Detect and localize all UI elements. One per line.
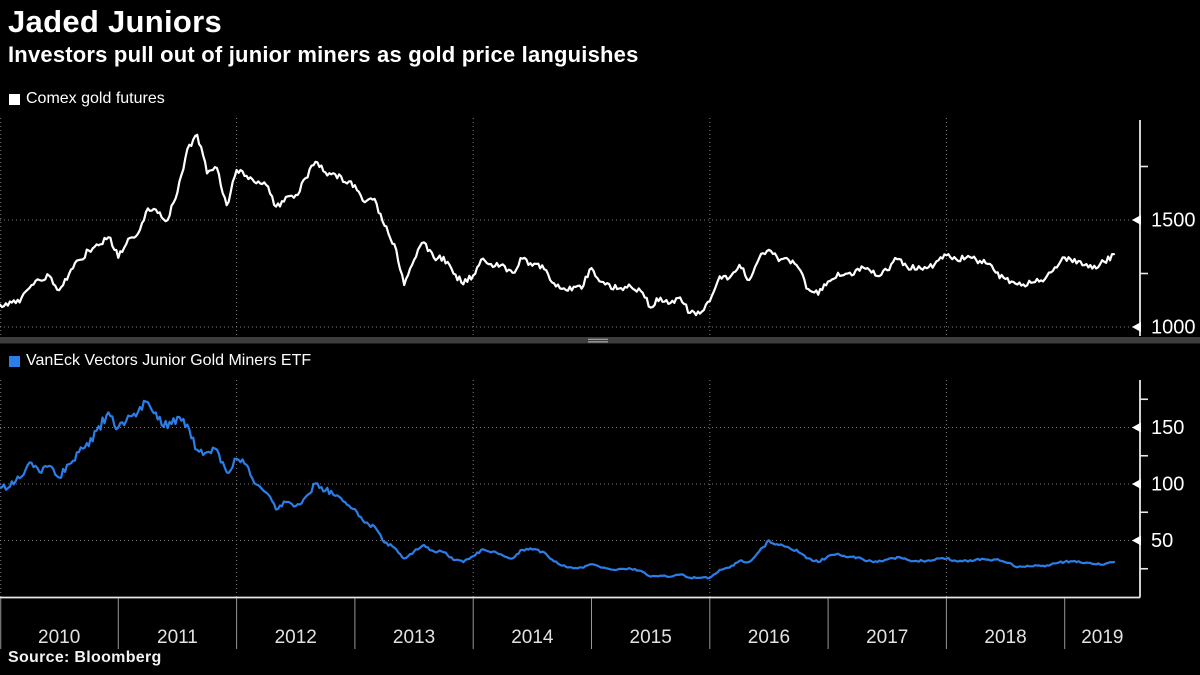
- x-axis-year-label: 2010: [38, 627, 80, 648]
- y-axis-tick-arrow-icon: [1132, 535, 1141, 546]
- panel-divider[interactable]: [0, 337, 1200, 344]
- etf-legend-swatch-icon: [9, 355, 20, 367]
- y-axis-tick-arrow-icon: [1132, 479, 1141, 489]
- x-axis-year-label: 2018: [984, 627, 1026, 648]
- etf-legend-label: VanEck Vectors Junior Gold Miners ETF: [26, 352, 312, 369]
- x-axis-year-label: 2016: [748, 627, 790, 648]
- x-axis-year-label: 2011: [157, 627, 198, 648]
- chart-subtitle: Investors pull out of junior miners as g…: [8, 42, 639, 67]
- x-axis-year-label: 2017: [866, 627, 908, 648]
- legend-gold: Comex gold futures: [9, 90, 165, 108]
- x-axis-year-label: 2014: [511, 627, 554, 648]
- x-axis-year-label: 2013: [393, 627, 435, 648]
- y-axis-tick-label: 150: [1151, 417, 1184, 439]
- legend-etf: VanEck Vectors Junior Gold Miners ETF: [9, 352, 311, 370]
- x-axis-year-label: 2012: [275, 627, 317, 648]
- gold-legend-label: Comex gold futures: [26, 90, 165, 107]
- x-axis-year-label: 2019: [1081, 627, 1123, 648]
- etf-price-line: [0, 399, 1116, 580]
- gold-legend-swatch-icon: [9, 93, 20, 105]
- gold-price-line: [0, 133, 1116, 317]
- y-axis-tick-arrow-icon: [1132, 215, 1141, 225]
- y-axis-tick-label: 1500: [1151, 210, 1196, 232]
- y-axis-tick-arrow-icon: [1132, 322, 1141, 332]
- y-axis-tick-arrow-icon: [1132, 422, 1141, 433]
- source-label: Source: Bloomberg: [8, 649, 162, 666]
- x-axis-year-label: 2015: [630, 627, 672, 648]
- y-axis-tick-label: 100: [1151, 474, 1184, 496]
- chart-title: Jaded Juniors: [8, 4, 223, 39]
- y-axis-tick-label: 50: [1151, 530, 1173, 552]
- y-axis-tick-label: 1000: [1151, 317, 1196, 339]
